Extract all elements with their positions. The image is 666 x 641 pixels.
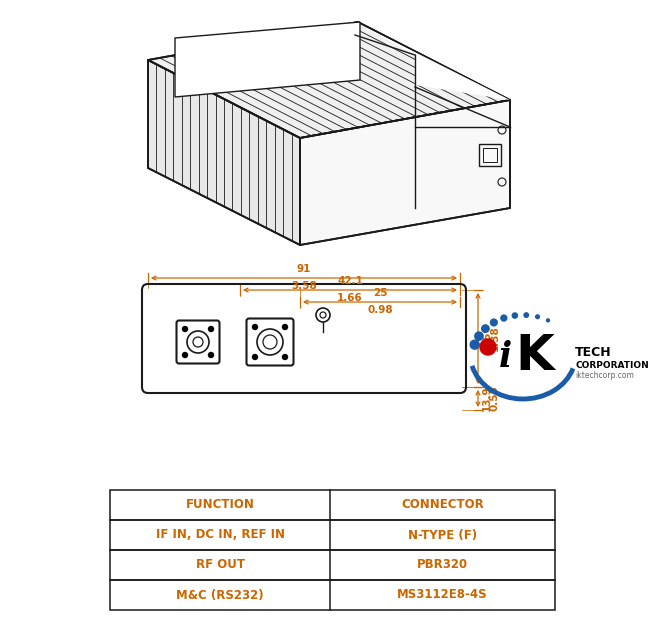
Text: K: K: [515, 332, 554, 380]
Circle shape: [482, 325, 489, 333]
Text: MS3112E8-4S: MS3112E8-4S: [397, 588, 488, 601]
Text: CORPORATION: CORPORATION: [575, 360, 649, 369]
Polygon shape: [148, 22, 510, 138]
Bar: [110, 580, 555, 610]
Text: TECH: TECH: [575, 345, 611, 358]
Text: 0.55: 0.55: [490, 386, 500, 412]
Text: PBR320: PBR320: [417, 558, 468, 572]
Text: 91: 91: [297, 264, 311, 274]
Circle shape: [208, 353, 214, 358]
Polygon shape: [300, 100, 510, 245]
Bar: [110, 520, 555, 550]
Circle shape: [470, 340, 480, 349]
Circle shape: [491, 319, 498, 326]
Circle shape: [547, 319, 549, 322]
Polygon shape: [175, 22, 360, 97]
Circle shape: [252, 324, 258, 329]
Text: RF OUT: RF OUT: [196, 558, 244, 572]
Circle shape: [524, 313, 529, 317]
Text: 0.98: 0.98: [367, 305, 393, 315]
Text: 3.58: 3.58: [291, 281, 317, 291]
Bar: [479, 144, 501, 166]
Text: 42.1: 42.1: [337, 276, 363, 286]
Text: i: i: [498, 340, 511, 374]
Text: 13.9: 13.9: [482, 386, 492, 412]
Text: 35: 35: [482, 331, 492, 345]
Text: FUNCTION: FUNCTION: [186, 499, 254, 512]
Circle shape: [501, 315, 507, 321]
Circle shape: [208, 326, 214, 331]
Polygon shape: [148, 60, 300, 245]
Text: iktechcorp.com: iktechcorp.com: [575, 372, 634, 381]
Text: 1.66: 1.66: [337, 293, 363, 303]
Text: 25: 25: [373, 288, 387, 298]
Text: CONNECTOR: CONNECTOR: [401, 499, 484, 512]
Circle shape: [480, 339, 496, 355]
Bar: [110, 550, 555, 580]
Circle shape: [282, 354, 288, 360]
Bar: [110, 490, 555, 520]
Bar: [483, 148, 497, 162]
Circle shape: [252, 354, 258, 360]
Circle shape: [512, 313, 517, 318]
Circle shape: [182, 326, 188, 331]
Text: IF IN, DC IN, REF IN: IF IN, DC IN, REF IN: [155, 528, 284, 542]
Circle shape: [282, 324, 288, 329]
Circle shape: [535, 315, 539, 319]
Text: N-TYPE (F): N-TYPE (F): [408, 528, 477, 542]
Text: M&C (RS232): M&C (RS232): [176, 588, 264, 601]
Text: 1.38: 1.38: [490, 326, 500, 351]
Polygon shape: [355, 22, 510, 100]
Circle shape: [182, 353, 188, 358]
Circle shape: [475, 332, 483, 340]
